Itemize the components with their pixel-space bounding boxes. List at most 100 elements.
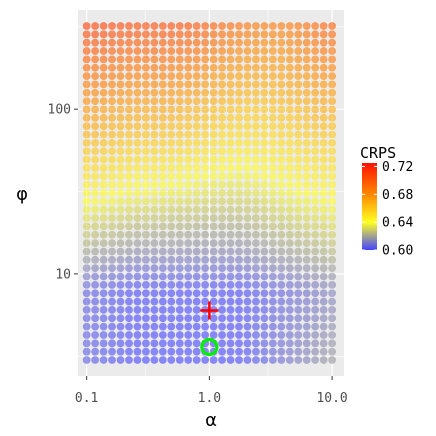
- data-point: [209, 230, 218, 239]
- data-point: [277, 164, 286, 172]
- data-point: [175, 239, 184, 248]
- data-point: [328, 130, 337, 139]
- data-point: [252, 314, 260, 323]
- data-point: [150, 180, 159, 189]
- data-point: [116, 280, 125, 289]
- data-point: [319, 113, 328, 122]
- data-point: [285, 347, 294, 356]
- data-point: [184, 272, 193, 281]
- data-point: [319, 38, 328, 47]
- data-point: [294, 80, 303, 89]
- data-point: [82, 264, 91, 273]
- data-point: [311, 289, 320, 298]
- data-point: [125, 264, 133, 273]
- data-point: [209, 122, 218, 131]
- data-point: [268, 138, 277, 147]
- data-point: [91, 63, 100, 72]
- data-point: [294, 88, 303, 97]
- data-point: [252, 197, 260, 206]
- data-point: [142, 205, 150, 214]
- data-point: [175, 80, 184, 89]
- data-point: [285, 88, 294, 97]
- data-point: [209, 297, 218, 306]
- data-point: [235, 356, 243, 364]
- data-point: [226, 272, 235, 281]
- data-point: [99, 205, 108, 214]
- data-point: [167, 289, 176, 298]
- data-point: [125, 38, 133, 47]
- data-point: [277, 239, 286, 248]
- data-point: [277, 80, 286, 89]
- legend-tick-label: 0.64: [382, 216, 413, 231]
- data-point: [235, 113, 243, 122]
- data-point: [158, 214, 167, 222]
- data-point: [311, 214, 320, 222]
- data-point: [235, 314, 243, 323]
- data-point: [150, 38, 159, 47]
- data-point: [243, 289, 252, 298]
- data-point: [218, 122, 226, 131]
- data-point: [319, 122, 328, 131]
- data-point: [268, 280, 277, 289]
- data-point: [99, 297, 108, 306]
- data-point: [158, 356, 167, 364]
- data-point: [260, 130, 269, 139]
- data-point: [133, 155, 142, 164]
- data-point: [260, 214, 269, 222]
- data-point: [150, 130, 159, 139]
- data-point: [268, 255, 277, 264]
- data-point: [99, 38, 108, 47]
- data-point: [209, 63, 218, 72]
- data-point: [311, 30, 320, 39]
- data-point: [125, 230, 133, 239]
- data-point: [184, 80, 193, 89]
- data-point: [99, 97, 108, 106]
- data-point: [252, 155, 260, 164]
- data-point: [268, 105, 277, 114]
- data-point: [252, 189, 260, 197]
- data-point: [192, 105, 201, 114]
- data-point: [277, 306, 286, 314]
- data-point: [116, 297, 125, 306]
- data-point: [260, 347, 269, 356]
- data-point: [218, 197, 226, 206]
- data-point: [201, 272, 210, 281]
- data-point: [328, 113, 337, 122]
- data-point: [116, 130, 125, 139]
- data-point: [294, 205, 303, 214]
- data-point: [277, 88, 286, 97]
- data-point: [91, 172, 100, 181]
- data-point: [167, 297, 176, 306]
- data-point: [277, 72, 286, 80]
- data-point: [175, 72, 184, 80]
- data-point: [201, 113, 210, 122]
- data-point: [328, 347, 337, 356]
- data-point: [328, 97, 337, 106]
- data-point: [142, 247, 150, 256]
- data-point: [175, 356, 184, 364]
- data-point: [311, 147, 320, 156]
- data-point: [192, 88, 201, 97]
- data-point: [285, 130, 294, 139]
- data-point: [226, 280, 235, 289]
- data-point: [125, 113, 133, 122]
- data-point: [184, 205, 193, 214]
- data-point: [116, 272, 125, 281]
- data-point: [252, 306, 260, 314]
- data-point: [142, 38, 150, 47]
- data-point: [235, 189, 243, 197]
- data-point: [311, 55, 320, 64]
- data-point: [252, 22, 260, 30]
- data-point: [125, 130, 133, 139]
- data-point: [252, 214, 260, 222]
- data-point: [294, 197, 303, 206]
- data-point: [91, 47, 100, 55]
- data-point: [260, 189, 269, 197]
- data-point: [302, 356, 311, 364]
- legend-title: CRPS: [360, 144, 396, 162]
- data-point: [82, 155, 91, 164]
- data-point: [158, 322, 167, 331]
- data-point: [311, 172, 320, 181]
- data-point: [294, 55, 303, 64]
- data-point: [311, 331, 320, 339]
